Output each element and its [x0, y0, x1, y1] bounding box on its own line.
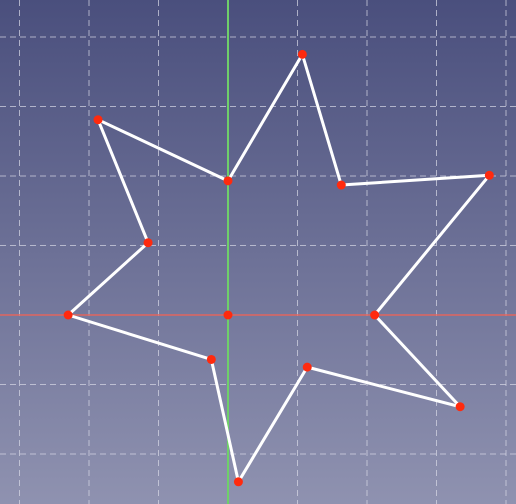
sketch-vertex[interactable]	[143, 238, 153, 248]
sketch-vertex[interactable]	[455, 402, 465, 412]
sketch-vertex[interactable]	[93, 115, 103, 125]
sketch-vertices	[63, 49, 494, 487]
sketch-edge[interactable]	[96, 118, 150, 245]
sketch-vertex[interactable]	[370, 310, 380, 320]
sketch-vertex[interactable]	[233, 477, 243, 487]
sketch-edge[interactable]	[209, 357, 240, 484]
sketch-vertex[interactable]	[302, 362, 312, 372]
sketch-edge[interactable]	[339, 173, 491, 187]
sketch-edge[interactable]	[66, 313, 213, 361]
sketch-vertex[interactable]	[223, 176, 233, 186]
sketch-vertex[interactable]	[336, 180, 346, 190]
sketch-edge[interactable]	[96, 118, 230, 183]
sketch-edge[interactable]	[373, 173, 491, 317]
sketch-vertex[interactable]	[206, 354, 216, 364]
sketch-vertex[interactable]	[297, 49, 307, 59]
sketch-vertex[interactable]	[484, 170, 494, 180]
sketch-edge[interactable]	[305, 365, 462, 409]
sketch-edge[interactable]	[373, 313, 462, 409]
sketch-edge[interactable]	[300, 52, 343, 187]
sketch-vertex[interactable]	[63, 310, 73, 320]
sketch-edge[interactable]	[66, 241, 150, 317]
sketch-edge[interactable]	[236, 365, 309, 484]
sketch-edge[interactable]	[226, 52, 304, 183]
sketch-edges	[66, 52, 491, 484]
center-point[interactable]	[223, 310, 233, 320]
